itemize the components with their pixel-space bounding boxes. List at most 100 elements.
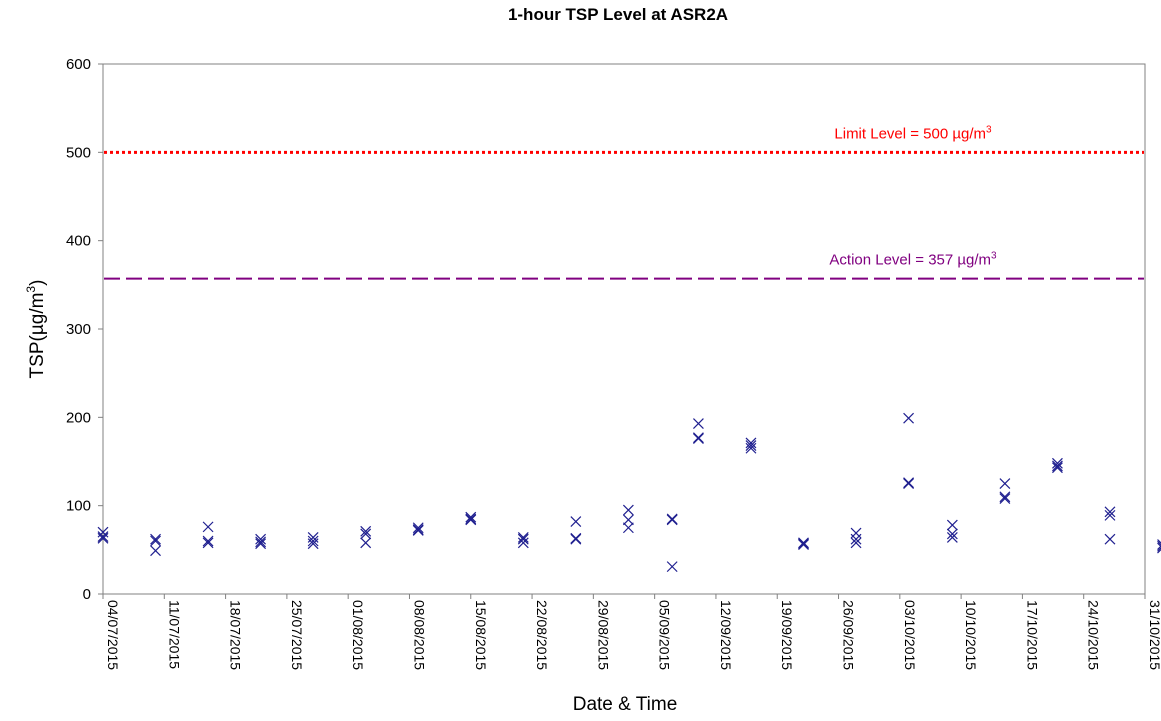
- y-axis: 0 100 200 300 400 500 600: [66, 56, 103, 603]
- data-point: [1157, 539, 1161, 550]
- data-point: [693, 432, 704, 444]
- x-tick-label: 03/10/2015: [902, 600, 918, 670]
- data-point: [1157, 542, 1161, 554]
- x-axis-title: Date & Time: [573, 694, 678, 715]
- y-tick-label: 0: [83, 586, 91, 603]
- data-point: [1052, 462, 1063, 474]
- x-tick-label: 31/10/2015: [1147, 600, 1161, 670]
- data-point: [202, 521, 214, 533]
- x-tick-label: 10/10/2015: [963, 600, 979, 670]
- data-point: [745, 437, 757, 449]
- x-tick-label: 11/07/2015: [166, 600, 182, 669]
- data-point: [517, 537, 529, 549]
- data-point: [903, 478, 915, 490]
- data-point: [517, 533, 529, 545]
- reference-line-label: Action Level = 357 µg/m3: [829, 251, 997, 269]
- data-point: [307, 535, 319, 547]
- reference-line-label-sup: 3: [986, 124, 992, 135]
- data-point: [745, 442, 757, 454]
- data-point: [622, 504, 634, 516]
- data-point: [202, 537, 214, 549]
- data-point: [465, 511, 477, 523]
- data-point: [255, 533, 267, 545]
- data-point: [1104, 506, 1116, 518]
- data-point: [202, 535, 214, 547]
- data-point: [150, 533, 161, 545]
- data-point: [150, 535, 161, 547]
- data-point: [622, 522, 634, 534]
- data-point: [850, 533, 862, 545]
- data-point: [946, 519, 958, 531]
- y-tick-label: 600: [66, 56, 91, 73]
- data-point: [745, 440, 757, 452]
- y-tick-label: 300: [66, 321, 91, 338]
- data-point: [570, 516, 582, 527]
- data-point: [412, 522, 424, 534]
- data-point: [1104, 533, 1116, 545]
- y-tick-label: 400: [66, 233, 91, 250]
- y-axis-title-main: TSP(µg/m: [27, 293, 48, 379]
- x-tick-label: 08/08/2015: [411, 600, 427, 670]
- data-point: [666, 561, 678, 573]
- y-axis-title-tail: ): [27, 280, 48, 286]
- data-point: [946, 532, 958, 543]
- data-point: [1052, 460, 1063, 472]
- data-point: [798, 538, 809, 550]
- y-tick-label: 500: [66, 144, 91, 161]
- y-tick-label: 100: [66, 498, 91, 515]
- reference-line-label-text: Action Level = 357 µg/m: [829, 252, 991, 269]
- data-point: [412, 524, 424, 536]
- y-axis-title-sup: 3: [24, 286, 38, 293]
- x-axis: 04/07/2015 11/07/2015 18/07/2015 25/07/2015…: [102, 594, 1161, 670]
- x-tick-label: 12/09/2015: [718, 600, 734, 670]
- x-tick-label: 17/10/2015: [1024, 600, 1040, 670]
- data-point: [570, 533, 582, 545]
- data-point: [360, 525, 372, 537]
- reference-line-label-text: Limit Level = 500 µg/m: [834, 125, 986, 142]
- data-point: [517, 532, 529, 543]
- x-tick-label: 24/10/2015: [1086, 600, 1102, 670]
- x-tick-label: 22/08/2015: [534, 600, 550, 670]
- data-point: [307, 538, 319, 550]
- x-tick-label: 05/09/2015: [657, 600, 673, 670]
- reference-lines: Limit Level = 500 µg/m3 Action Level = 35…: [104, 124, 1144, 280]
- data-point: [999, 478, 1011, 490]
- data-point: [150, 545, 161, 557]
- data-point: [693, 433, 704, 444]
- data-point: [850, 537, 862, 549]
- data-point: [798, 539, 809, 550]
- data-point: [693, 418, 704, 429]
- data-point: [1052, 457, 1063, 469]
- data-point: [412, 524, 424, 535]
- data-point: [666, 514, 678, 526]
- data-point: [360, 537, 372, 549]
- x-tick-label: 15/08/2015: [473, 600, 489, 670]
- data-point: [465, 513, 477, 525]
- x-tick-label: 18/07/2015: [228, 600, 244, 670]
- data-point: [999, 493, 1011, 505]
- x-tick-label: 01/08/2015: [350, 600, 366, 670]
- data-point: [360, 528, 372, 540]
- data-point: [255, 536, 267, 548]
- y-axis-title: TSP(µg/m3): [24, 280, 48, 379]
- x-tick-label: 19/09/2015: [779, 600, 795, 670]
- data-point: [903, 412, 915, 424]
- chart-title: 1-hour TSP Level at ASR2A: [508, 5, 728, 24]
- x-tick-label: 25/07/2015: [289, 600, 305, 670]
- data-point: [903, 477, 915, 489]
- data-point: [97, 532, 109, 544]
- x-tick-label: 04/07/2015: [105, 600, 121, 670]
- data-point: [1104, 509, 1116, 521]
- data-point: [465, 514, 477, 526]
- data-point: [622, 514, 634, 526]
- x-tick-label: 26/09/2015: [841, 600, 857, 670]
- data-point: [999, 491, 1011, 503]
- data-point: [255, 538, 267, 550]
- data-point: [666, 513, 678, 525]
- x-tick-label: 29/08/2015: [595, 600, 611, 670]
- y-tick-label: 200: [66, 409, 91, 426]
- data-point: [946, 528, 958, 540]
- data-point: [97, 531, 109, 543]
- data-points: [97, 412, 1161, 573]
